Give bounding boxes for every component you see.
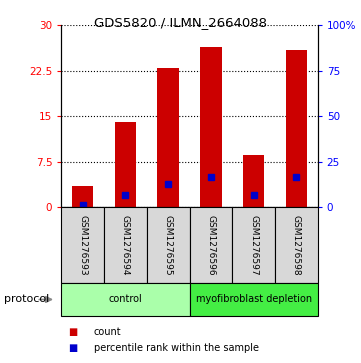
Bar [243,155,264,207]
Text: GSM1276594: GSM1276594 [121,215,130,275]
Text: control: control [109,294,142,305]
FancyBboxPatch shape [232,207,275,283]
Text: GSM1276597: GSM1276597 [249,215,258,276]
FancyBboxPatch shape [104,207,147,283]
Bar [286,50,307,207]
Bar [72,186,93,207]
FancyBboxPatch shape [61,283,190,316]
Text: GSM1276598: GSM1276598 [292,215,301,276]
FancyBboxPatch shape [147,207,190,283]
FancyBboxPatch shape [61,207,104,283]
Bar [200,46,222,207]
Text: protocol: protocol [4,294,49,305]
Text: GSM1276596: GSM1276596 [206,215,216,276]
Text: GSM1276595: GSM1276595 [164,215,173,276]
Text: myofibroblast depletion: myofibroblast depletion [196,294,312,305]
Text: ■: ■ [69,327,78,337]
Text: count: count [94,327,122,337]
Bar [115,122,136,207]
Text: GDS5820 / ILMN_2664088: GDS5820 / ILMN_2664088 [94,16,267,29]
FancyBboxPatch shape [190,207,232,283]
Text: ■: ■ [69,343,78,354]
FancyBboxPatch shape [275,207,318,283]
FancyBboxPatch shape [190,283,318,316]
Bar [157,68,179,207]
Text: percentile rank within the sample: percentile rank within the sample [94,343,259,354]
Text: GSM1276593: GSM1276593 [78,215,87,276]
